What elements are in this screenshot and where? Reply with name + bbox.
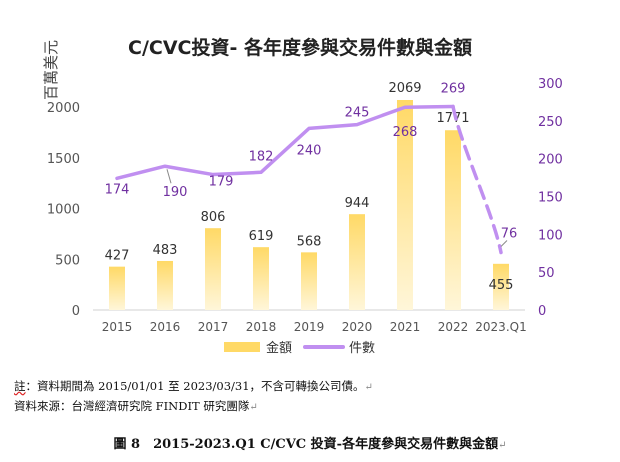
source-text: 資料來源：台灣經濟研究院 FINDIT 研究團隊 <box>14 399 250 413</box>
count-value-label-2022: 269 <box>441 81 466 96</box>
bar-2022 <box>445 130 461 310</box>
caption-text: 圖 8 2015-2023.Q1 C/CVC 投資-各年度參與交易件數與金額 <box>113 437 499 452</box>
bar-value-label-2022: 1771 <box>436 111 469 126</box>
count-value-label-2016: 190 <box>163 185 188 200</box>
bar-value-label-2018: 619 <box>249 229 274 244</box>
count-value-label-2019: 240 <box>297 143 322 158</box>
bar-value-label-2023.Q1: 455 <box>489 278 514 293</box>
y-left-tick-label: 500 <box>55 253 80 268</box>
bar-value-label-2019: 568 <box>297 234 322 249</box>
bar-2016 <box>157 260 173 310</box>
y-right-tick-label: 0 <box>538 304 546 319</box>
y-right-tick-label: 100 <box>538 228 563 243</box>
leader-line <box>500 240 508 247</box>
x-tick-label-2018: 2018 <box>246 320 277 334</box>
footnote-period: 註：資料期間為 2015/01/01 至 2023/03/31，不含可轉換公司債… <box>14 378 373 394</box>
return-mark: ↵ <box>249 402 258 413</box>
x-tick-label-2017: 2017 <box>198 320 229 334</box>
leader-line <box>166 169 172 184</box>
count-value-label-2017: 179 <box>209 175 234 190</box>
y-left-tick-label: 1500 <box>47 152 80 167</box>
legend-label-line: 件數 <box>349 341 375 356</box>
return-mark: ↵ <box>498 440 507 451</box>
x-tick-label-2019: 2019 <box>294 320 325 334</box>
y-right-tick-label: 250 <box>538 115 563 130</box>
count-value-label-2020: 245 <box>345 106 370 121</box>
legend-label-bar: 金額 <box>266 340 292 356</box>
count-value-label-2018: 182 <box>249 149 274 164</box>
bar-2017 <box>205 228 221 310</box>
bar-value-label-2020: 944 <box>345 196 370 211</box>
footnote-source: 資料來源：台灣經濟研究院 FINDIT 研究團隊↵ <box>14 398 258 414</box>
count-value-label-2023.Q1: 76 <box>501 226 518 241</box>
y-left-tick-label: 1000 <box>47 203 80 218</box>
legend: 金額 件數 <box>224 340 375 356</box>
bar-2023.Q1 <box>493 263 509 310</box>
y-left-tick-label: 2000 <box>47 101 80 116</box>
y-right-tick-label: 50 <box>538 266 555 281</box>
bar-2021 <box>397 99 413 311</box>
x-tick-label-2022: 2022 <box>438 320 469 334</box>
count-value-label-2015: 174 <box>105 182 130 197</box>
count-line-dashed <box>451 104 503 255</box>
legend-swatch-bar <box>224 342 260 352</box>
bar-value-label-2021: 2069 <box>388 81 421 96</box>
bar-2018 <box>253 247 269 310</box>
y-right-tick-label: 150 <box>538 191 563 206</box>
y-right-tick-label: 300 <box>538 77 563 92</box>
bar-value-label-2016: 483 <box>153 243 178 258</box>
x-tick-label-2021: 2021 <box>390 320 421 334</box>
x-tick-label-2016: 2016 <box>150 320 181 334</box>
chart-title: C/CVC投資- 各年度參與交易件數與金額 <box>128 36 472 59</box>
bar-2015 <box>109 266 125 310</box>
note-prefix: 註 <box>14 379 26 393</box>
figure-caption: 圖 8 2015-2023.Q1 C/CVC 投資-各年度參與交易件數與金額↵ <box>0 433 620 452</box>
count-value-label-2021: 268 <box>393 125 418 140</box>
y-axis-left-label: 百萬美元 <box>42 40 60 100</box>
bar-2020 <box>349 214 365 310</box>
y-left-tick-label: 0 <box>72 304 80 319</box>
x-tick-label-2015: 2015 <box>102 320 133 334</box>
return-mark: ↵ <box>364 382 373 393</box>
bar-value-label-2017: 806 <box>201 210 226 225</box>
bar-2019 <box>301 252 317 310</box>
y-right-tick-label: 200 <box>538 153 563 168</box>
bar-value-label-2015: 427 <box>105 249 130 264</box>
combo-chart: C/CVC投資- 各年度參與交易件數與金額 百萬美元 0500100015002… <box>42 36 563 356</box>
count-line-solid <box>115 104 455 181</box>
x-tick-label-2020: 2020 <box>342 320 373 334</box>
x-tick-label-2023.Q1: 2023.Q1 <box>475 320 526 334</box>
note-text: ：資料期間為 2015/01/01 至 2023/03/31，不含可轉換公司債。 <box>25 379 365 393</box>
